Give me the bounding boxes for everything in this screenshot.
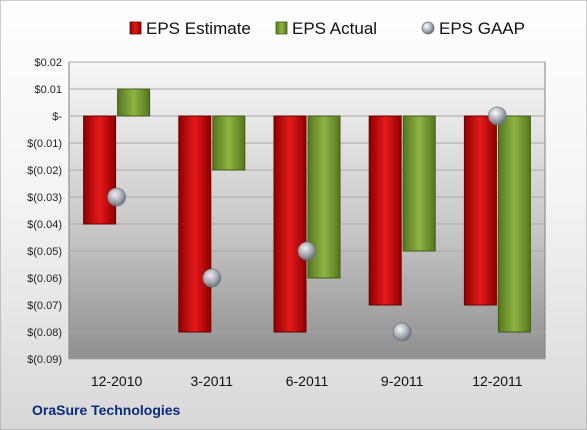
bar-eps-estimate-9-2011 bbox=[368, 115, 402, 306]
y-tick-label: $(0.01) bbox=[27, 138, 62, 150]
bar-eps-estimate-6-2011 bbox=[273, 115, 307, 333]
bar-eps-estimate-12-2010 bbox=[83, 115, 117, 225]
y-tick-label: $(0.09) bbox=[27, 354, 62, 366]
point-eps-gaap-12-2011 bbox=[487, 106, 507, 126]
bar-eps-actual-12-2010 bbox=[117, 88, 151, 117]
y-tick-label: $(0.05) bbox=[27, 246, 62, 258]
y-tick-label: $(0.04) bbox=[27, 219, 62, 231]
bar-eps-estimate-3-2011 bbox=[178, 115, 212, 333]
legend-marker-eps-estimate bbox=[129, 21, 142, 35]
x-tick-label: 9-2011 bbox=[381, 373, 424, 389]
y-tick-label: $- bbox=[52, 111, 62, 123]
y-axis-tick-labels: $0.02 $0.01 $- $(0.01) $(0.02) $(0.03) $(0.04)… bbox=[27, 57, 62, 366]
bar-eps-actual-9-2011 bbox=[402, 115, 436, 252]
y-tick-label: $0.01 bbox=[34, 84, 62, 96]
bars bbox=[83, 88, 531, 333]
company-name: OraSure Technologies bbox=[32, 402, 181, 418]
bar-eps-actual-3-2011 bbox=[212, 115, 246, 171]
y-tick-label: $(0.03) bbox=[27, 192, 62, 204]
legend-label-eps-actual: EPS Actual bbox=[292, 19, 377, 38]
point-eps-gaap-3-2011 bbox=[202, 268, 222, 288]
y-tick-label: $(0.06) bbox=[27, 273, 62, 285]
x-tick-label: 6-2011 bbox=[286, 373, 329, 389]
x-tick-label: 3-2011 bbox=[191, 373, 234, 389]
point-eps-gaap-12-2010 bbox=[107, 187, 126, 207]
bar-eps-estimate-12-2011 bbox=[463, 115, 497, 306]
x-tick-label: 12-2010 bbox=[91, 373, 143, 389]
bar-eps-actual-12-2011 bbox=[497, 115, 531, 333]
legend-label-eps-gaap: EPS GAAP bbox=[439, 19, 525, 38]
legend: EPS Estimate EPS Actual EPS GAAP bbox=[129, 19, 525, 38]
y-tick-label: $(0.02) bbox=[27, 165, 62, 177]
point-eps-gaap-9-2011 bbox=[392, 322, 412, 342]
y-tick-label: $(0.08) bbox=[27, 327, 62, 339]
legend-label-eps-estimate: EPS Estimate bbox=[146, 19, 251, 38]
legend-marker-eps-gaap bbox=[421, 21, 435, 35]
x-tick-label: 12-2011 bbox=[472, 373, 523, 389]
point-eps-gaap-6-2011 bbox=[297, 241, 317, 261]
y-tick-label: $0.02 bbox=[34, 57, 62, 69]
legend-marker-eps-actual bbox=[275, 21, 288, 35]
gaap-points bbox=[107, 106, 507, 342]
x-axis-tick-labels: 12-2010 3-2011 6-2011 9-2011 12-2011 bbox=[91, 373, 523, 389]
y-tick-label: $(0.07) bbox=[27, 300, 62, 312]
